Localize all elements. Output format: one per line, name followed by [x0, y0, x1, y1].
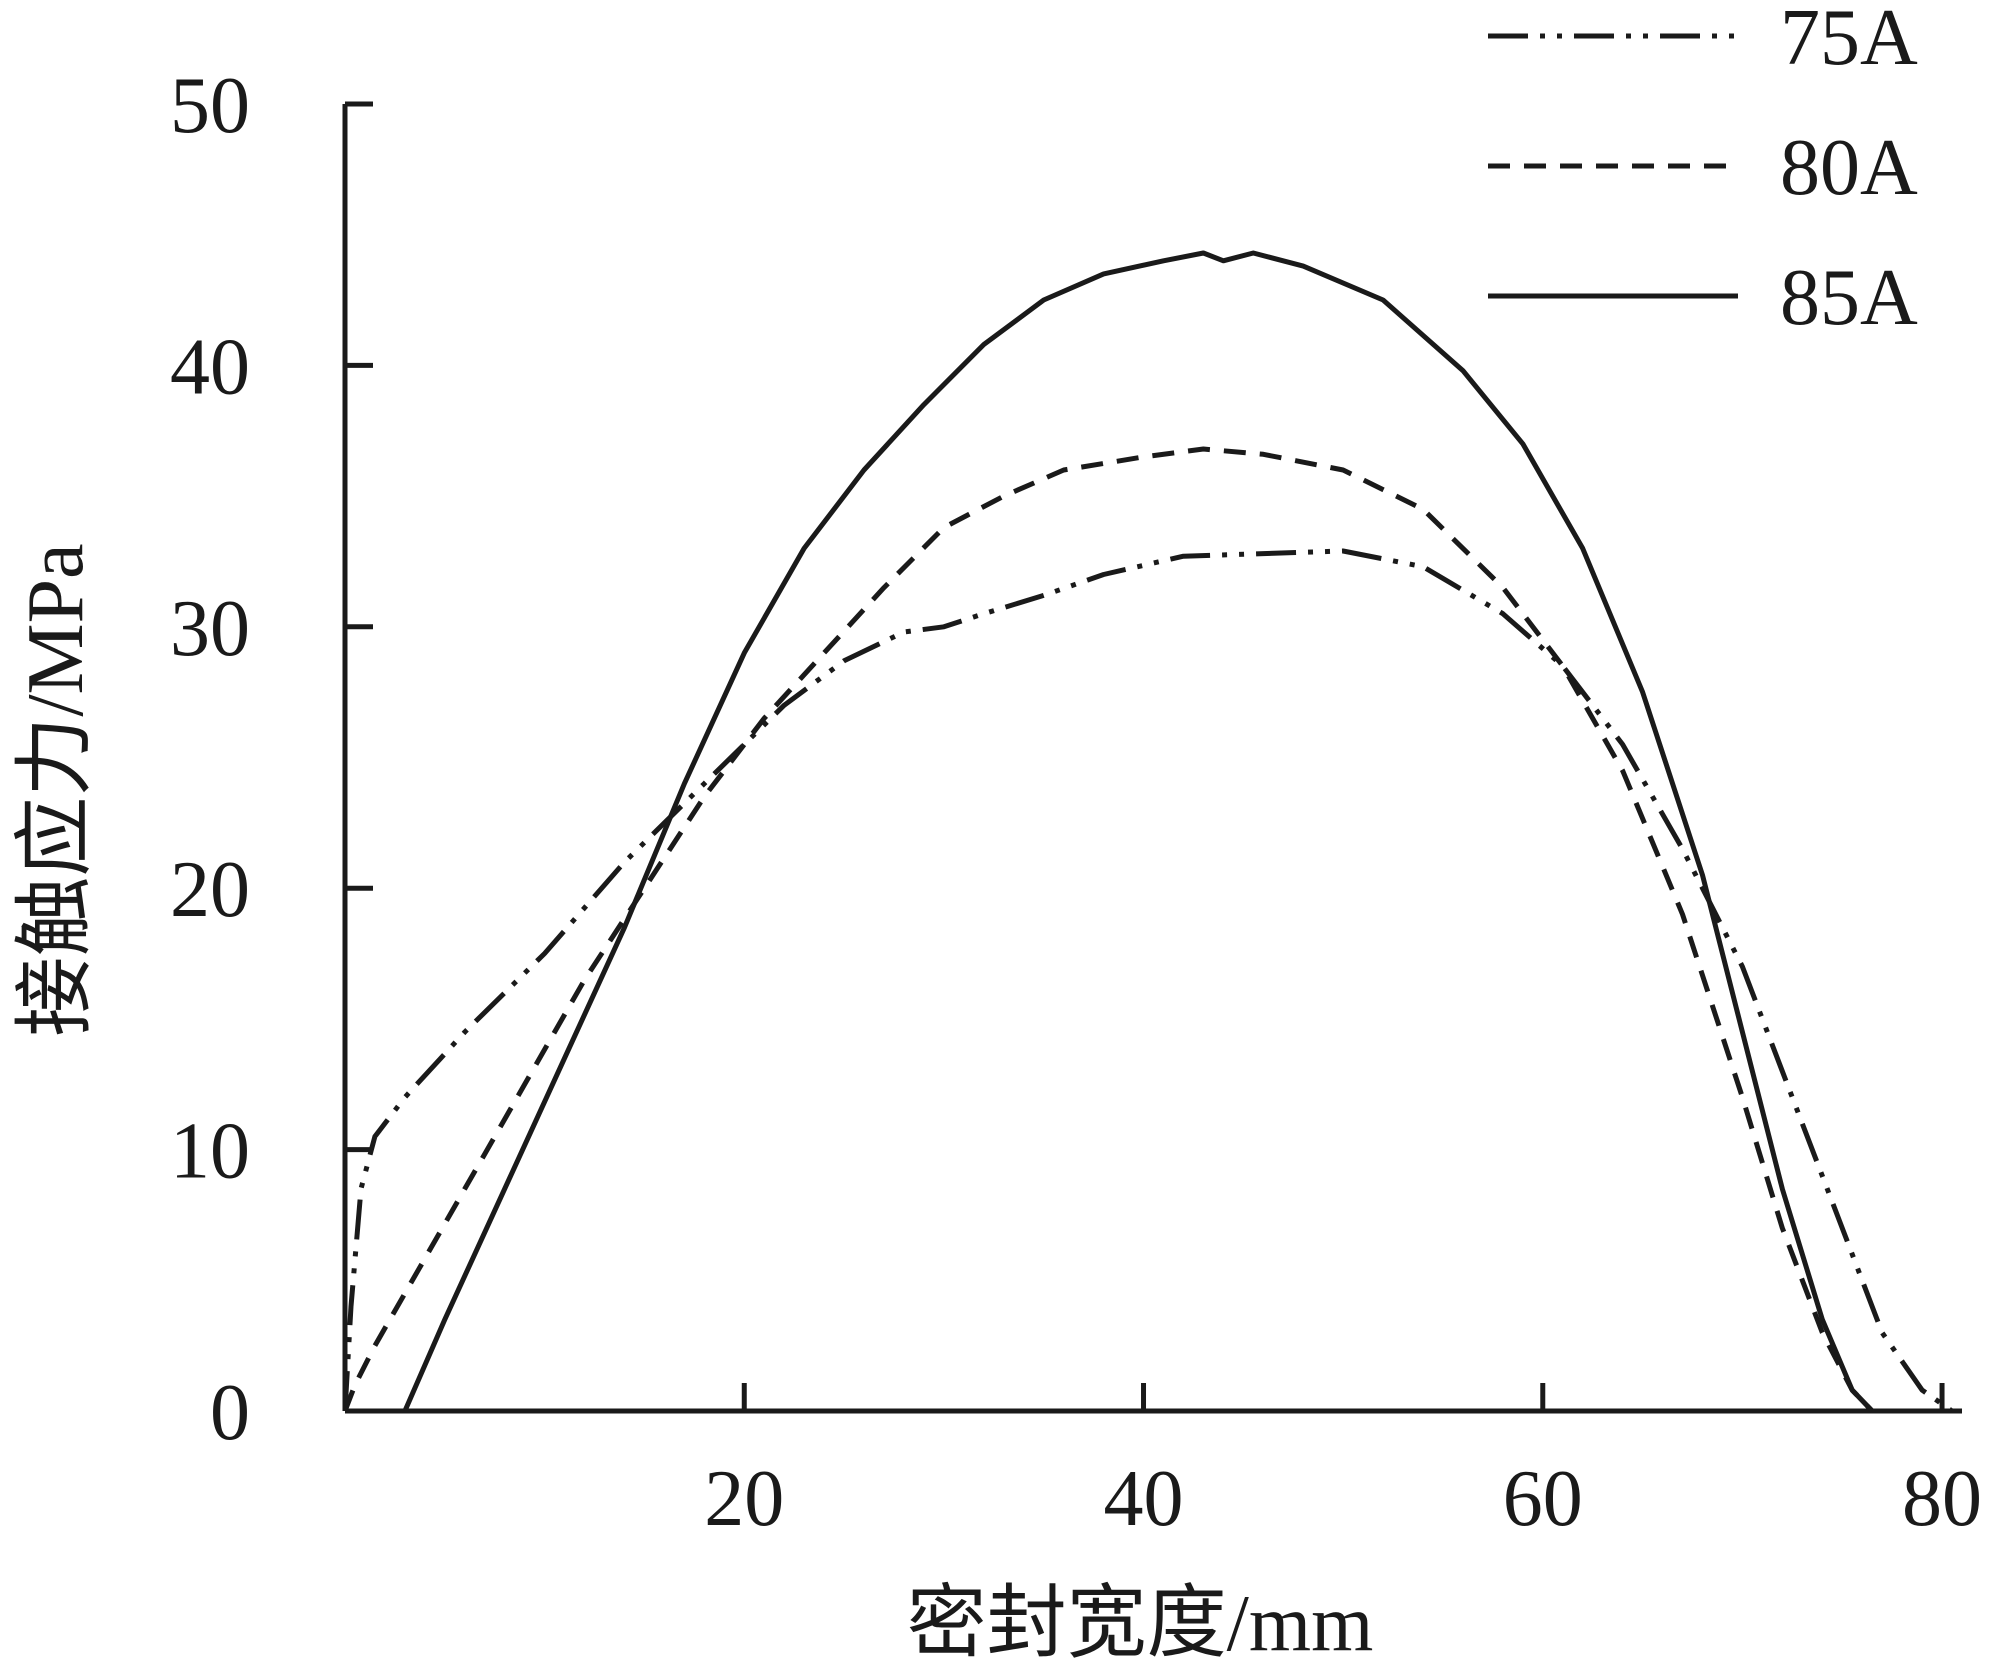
y-tick-label: 0	[210, 1369, 250, 1457]
y-tick-label: 40	[170, 323, 250, 411]
y-axis-label: 接触应力/MPa	[12, 543, 100, 1036]
x-tick-label: 60	[1503, 1455, 1583, 1543]
y-tick-label: 50	[170, 62, 250, 150]
series-line-80A	[342, 446, 1875, 1413]
legend: 75A 80A 85A	[1488, 0, 1918, 342]
x-axis-label: 密封宽度/mm	[907, 1580, 1374, 1667]
x-ticks: 20 40 60 80	[704, 1383, 1982, 1543]
axes	[342, 104, 1962, 1414]
x-tick-label: 80	[1902, 1455, 1982, 1543]
x-tick-label: 20	[704, 1455, 784, 1543]
y-tick-label: 10	[170, 1108, 250, 1196]
y-tick-label: 30	[170, 585, 250, 673]
x-tick-label: 40	[1104, 1455, 1184, 1543]
legend-label-80A: 80A	[1780, 124, 1918, 212]
series-line-85A	[402, 250, 1875, 1413]
series-line-75A	[342, 548, 1954, 1414]
legend-label-85A: 85A	[1780, 254, 1918, 342]
y-ticks: 0 10 20 30 40 50	[170, 62, 373, 1457]
y-tick-label: 20	[170, 846, 250, 934]
series-layer	[342, 250, 1954, 1414]
legend-label-75A: 75A	[1780, 0, 1918, 82]
